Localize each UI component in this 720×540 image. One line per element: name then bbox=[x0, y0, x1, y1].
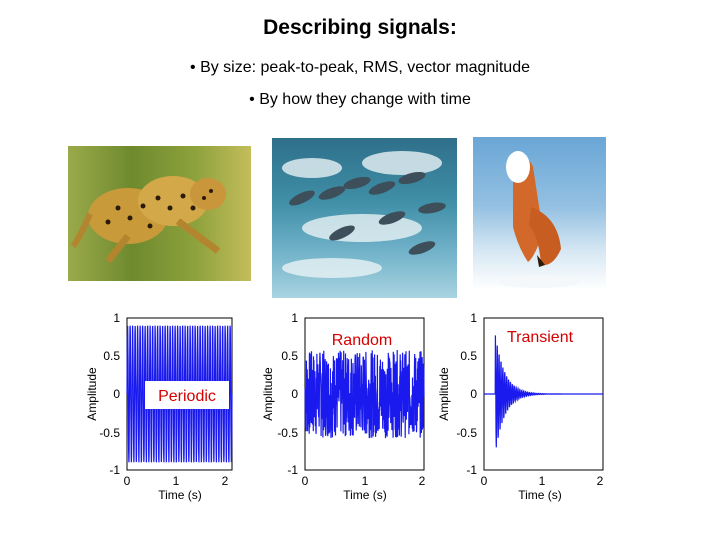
x-axis-label: Time (s) bbox=[343, 488, 387, 502]
x-tick-label: 1 bbox=[173, 474, 180, 488]
slide-title: Describing signals: bbox=[263, 16, 457, 39]
y-axis-label: Amplitude bbox=[437, 367, 451, 421]
x-axis-label: Time (s) bbox=[518, 488, 562, 502]
random-chart: 1 0.5 0 -0.5 -1 0 1 2 Time (s) Amplitude… bbox=[261, 311, 426, 502]
y-axis-label: Amplitude bbox=[261, 367, 275, 421]
bullet-size: • By size: peak-to-peak, RMS, vector mag… bbox=[190, 59, 530, 76]
random-signal-line bbox=[304, 349, 425, 439]
x-axis-label: Time (s) bbox=[158, 488, 202, 502]
x-tick-label: 0 bbox=[302, 474, 309, 488]
y-tick-label: -0.5 bbox=[456, 426, 477, 440]
transient-chart: 1 0.5 0 -0.5 -1 0 1 2 Time (s) Amplitude… bbox=[437, 311, 604, 502]
y-axis-label: Amplitude bbox=[85, 367, 99, 421]
x-tick-label: 1 bbox=[539, 474, 546, 488]
bullet-time: • By how they change with time bbox=[249, 91, 471, 108]
fox-photo bbox=[473, 137, 606, 290]
x-tick-label: 2 bbox=[597, 474, 604, 488]
periodic-label: Periodic bbox=[158, 388, 216, 405]
transient-label: Transient bbox=[507, 329, 574, 346]
y-tick-label: 0.5 bbox=[460, 349, 477, 363]
y-tick-label: -0.5 bbox=[277, 426, 298, 440]
x-tick-label: 0 bbox=[481, 474, 488, 488]
y-tick-label: 0 bbox=[291, 387, 298, 401]
y-tick-label: 0 bbox=[470, 387, 477, 401]
y-tick-label: -1 bbox=[109, 463, 120, 477]
y-tick-label: 1 bbox=[113, 311, 120, 325]
x-tick-label: 2 bbox=[222, 474, 229, 488]
y-tick-label: 0.5 bbox=[281, 349, 298, 363]
y-tick-label: 0.5 bbox=[103, 349, 120, 363]
y-tick-label: -1 bbox=[287, 463, 298, 477]
periodic-chart: 1 0.5 0 -0.5 -1 0 1 2 Time (s) Amplitude… bbox=[85, 311, 233, 502]
cheetah-photo bbox=[68, 146, 251, 281]
y-tick-label: -0.5 bbox=[99, 426, 120, 440]
y-tick-label: -1 bbox=[466, 463, 477, 477]
periodic-label-box bbox=[145, 381, 229, 409]
y-tick-label: 1 bbox=[291, 311, 298, 325]
x-tick-label: 0 bbox=[124, 474, 131, 488]
x-tick-label: 2 bbox=[419, 474, 426, 488]
y-tick-label: 1 bbox=[470, 311, 477, 325]
x-tick-label: 1 bbox=[362, 474, 369, 488]
dolphins-photo bbox=[272, 138, 457, 298]
y-tick-label: 0 bbox=[113, 387, 120, 401]
random-label: Random bbox=[332, 332, 392, 349]
transient-signal-line bbox=[484, 335, 603, 448]
